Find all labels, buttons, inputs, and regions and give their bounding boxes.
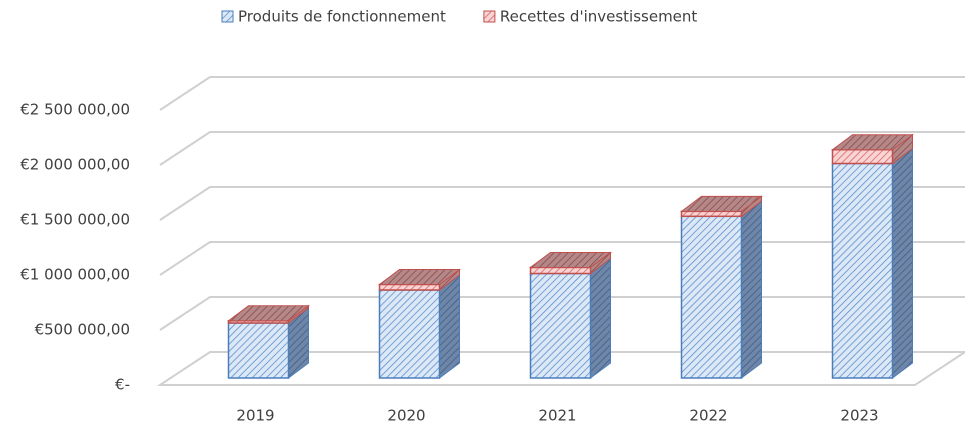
legend-swatch	[483, 10, 496, 23]
bar	[378, 283, 441, 291]
legend-label: Produits de fonctionnement	[238, 8, 446, 26]
legend-swatch	[221, 10, 234, 23]
bar-top	[680, 195, 763, 212]
bar	[680, 215, 743, 379]
bar-side	[741, 200, 762, 379]
y-tick-label: €1 000 000,00	[20, 266, 130, 284]
x-tick-label: 2020	[387, 407, 425, 425]
y-tick-label: €2 000 000,00	[20, 156, 130, 174]
grid-line	[159, 186, 965, 221]
bar-top	[831, 134, 914, 151]
bar	[529, 266, 592, 275]
y-tick-label: €-	[115, 376, 130, 394]
grid-line	[159, 76, 965, 111]
bar-side	[439, 274, 460, 379]
floor	[156, 351, 965, 386]
bar-side	[892, 147, 913, 379]
x-tick-label: 2021	[538, 407, 576, 425]
bar	[680, 210, 743, 218]
bar-side	[590, 257, 611, 379]
y-tick-label: €500 000,00	[35, 321, 130, 339]
grid-line	[159, 131, 965, 166]
x-tick-label: 2022	[689, 407, 727, 425]
y-tick-label: €2 500 000,00	[20, 101, 130, 119]
legend: Produits de fonctionnement Recettes d'inv…	[221, 8, 698, 26]
bar	[227, 322, 290, 379]
bar	[831, 162, 894, 379]
bar-top	[378, 269, 461, 285]
x-tick-label: 2023	[840, 407, 878, 425]
x-tick-label: 2019	[236, 407, 274, 425]
bar	[378, 289, 441, 379]
bar-top	[529, 251, 612, 268]
y-tick-label: €1 500 000,00	[20, 211, 130, 229]
bar-top	[227, 305, 310, 322]
bar	[529, 272, 592, 379]
legend-label: Recettes d'investissement	[500, 8, 698, 26]
bar	[831, 149, 894, 165]
